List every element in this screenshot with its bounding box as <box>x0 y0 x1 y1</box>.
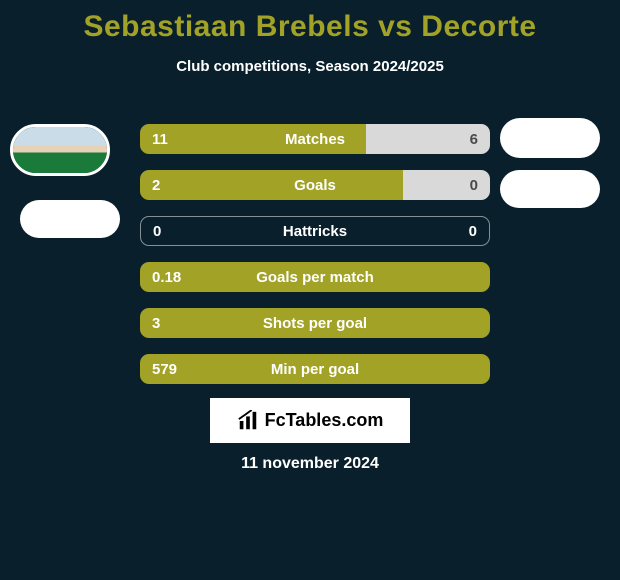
stat-label: Goals <box>140 170 490 200</box>
stat-row: Matches11 6 <box>140 124 490 154</box>
stat-label: Shots per goal <box>140 308 490 338</box>
stat-val-right: 0 <box>470 170 478 200</box>
stat-val-left: 2 <box>152 170 160 200</box>
fctables-label: FcTables.com <box>265 410 384 431</box>
stat-val-left: 0.18 <box>152 262 181 292</box>
player-right-avatar <box>500 118 600 158</box>
stat-label: Hattricks <box>141 217 489 245</box>
stat-val-left: 579 <box>152 354 177 384</box>
stat-label: Min per goal <box>140 354 490 384</box>
club-left-logo <box>20 200 120 238</box>
chart-icon <box>237 410 259 432</box>
comparison-infographic: Sebastiaan Brebels vs Decorte Club compe… <box>0 0 620 580</box>
stat-label: Goals per match <box>140 262 490 292</box>
stat-row: Min per goal579 <box>140 354 490 384</box>
stat-val-right: 6 <box>470 124 478 154</box>
stat-row: Goals2 0 <box>140 170 490 200</box>
stat-val-left: 11 <box>152 124 168 154</box>
subtitle: Club competitions, Season 2024/2025 <box>0 58 620 75</box>
date-text: 11 november 2024 <box>0 455 620 473</box>
fctables-badge: FcTables.com <box>210 398 410 443</box>
club-right-logo <box>500 170 600 208</box>
stat-row: Goals per match0.18 <box>140 262 490 292</box>
stat-val-left: 3 <box>152 308 160 338</box>
stat-bars: Matches116Goals20Hattricks00Goals per ma… <box>140 124 490 400</box>
player-left-avatar <box>10 124 110 176</box>
stat-row: Hattricks0 0 <box>140 216 490 246</box>
page-title: Sebastiaan Brebels vs Decorte <box>0 0 620 44</box>
stat-val-left: 0 <box>153 217 161 245</box>
stat-val-right: 0 <box>469 217 477 245</box>
stat-row: Shots per goal3 <box>140 308 490 338</box>
stat-label: Matches <box>140 124 490 154</box>
